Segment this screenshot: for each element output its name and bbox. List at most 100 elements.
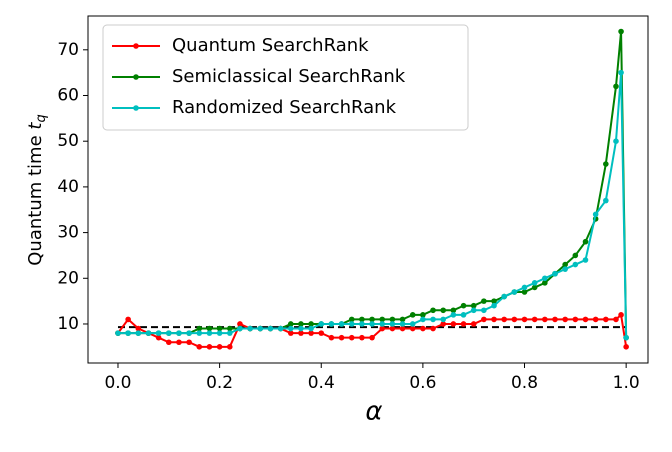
x-tick-label: 1.0 xyxy=(613,373,640,393)
series-marker xyxy=(470,321,477,327)
series-line xyxy=(117,312,628,348)
series-marker xyxy=(542,275,548,282)
series-marker xyxy=(308,321,314,327)
series-marker xyxy=(481,316,487,323)
legend-label: Randomized SearchRank xyxy=(172,97,397,118)
series-line xyxy=(117,31,628,338)
series-marker xyxy=(389,325,396,332)
series-marker xyxy=(562,266,568,272)
y-label-text: Quantum time xyxy=(25,135,46,265)
series-marker xyxy=(481,307,487,314)
series-marker xyxy=(470,302,477,309)
series-marker xyxy=(440,316,447,323)
series-marker xyxy=(379,325,386,332)
series-marker xyxy=(618,69,624,76)
series-marker xyxy=(430,325,436,332)
series-marker xyxy=(409,312,416,318)
series-marker xyxy=(399,321,406,327)
series-marker xyxy=(206,344,213,350)
series-marker xyxy=(165,339,172,346)
series-line xyxy=(117,72,628,338)
series-marker xyxy=(155,334,162,341)
series-marker xyxy=(582,316,589,323)
series-marker xyxy=(420,316,426,323)
x-tick-label: 0.2 xyxy=(206,373,233,393)
series-marker xyxy=(460,302,467,309)
series-marker xyxy=(196,325,203,332)
series-marker xyxy=(542,316,548,323)
series-marker xyxy=(287,325,294,332)
series-marker xyxy=(369,316,375,323)
series-marker xyxy=(348,321,355,327)
legend-marker xyxy=(133,43,139,49)
series-marker xyxy=(328,321,335,327)
series-marker xyxy=(206,325,213,332)
series-marker xyxy=(216,325,223,332)
series-marker xyxy=(125,330,131,336)
series-marker xyxy=(613,83,619,90)
series-marker xyxy=(521,284,528,291)
series-marker xyxy=(226,344,233,350)
series-marker xyxy=(430,316,436,323)
series-marker xyxy=(226,330,233,336)
series-marker xyxy=(369,334,375,341)
y-tick-label: 70 xyxy=(57,40,79,60)
series-marker xyxy=(359,316,365,323)
series-marker xyxy=(592,211,599,218)
series-marker xyxy=(603,316,609,323)
series-marker xyxy=(155,330,162,336)
series-marker xyxy=(420,312,426,318)
series-marker xyxy=(298,325,304,332)
y-label-var: t xyxy=(25,122,46,130)
y-tick-label: 30 xyxy=(57,223,79,243)
series-marker xyxy=(369,321,375,327)
series-marker xyxy=(125,316,131,323)
series-marker xyxy=(379,321,386,327)
series-marker xyxy=(318,321,325,327)
series-marker xyxy=(359,321,365,327)
series-marker xyxy=(420,325,426,332)
series-marker xyxy=(531,280,538,286)
series-marker xyxy=(613,316,619,323)
series-marker xyxy=(176,330,182,336)
series-marker xyxy=(308,325,314,332)
series-marker xyxy=(470,307,477,314)
x-tick-label: 0.6 xyxy=(409,373,436,393)
series-marker xyxy=(592,316,599,323)
legend-label: Quantum SearchRank xyxy=(172,35,369,56)
series-marker xyxy=(165,330,172,336)
series-marker xyxy=(216,330,223,336)
series-marker xyxy=(430,307,436,314)
series-marker xyxy=(257,325,264,332)
series-marker xyxy=(531,316,538,323)
series-marker xyxy=(582,257,589,263)
series-marker xyxy=(237,321,243,327)
series-marker xyxy=(247,325,253,332)
y-axis-label: Quantum time tq xyxy=(25,114,49,265)
series-marker xyxy=(135,325,142,332)
series-marker xyxy=(552,270,558,277)
y-tick-label: 60 xyxy=(57,86,79,106)
series-marker xyxy=(145,330,152,336)
y-label-sub: q xyxy=(34,114,49,122)
series-marker xyxy=(308,330,314,336)
series-marker xyxy=(216,344,223,350)
series-marker xyxy=(521,289,528,295)
series-marker xyxy=(409,325,416,332)
y-tick-label: 50 xyxy=(57,131,79,151)
series-marker xyxy=(491,316,497,323)
series-marker xyxy=(409,321,416,327)
series-marker xyxy=(572,252,579,259)
legend-marker xyxy=(133,74,139,80)
series-marker xyxy=(267,325,274,332)
series-marker xyxy=(623,344,629,350)
series-marker xyxy=(618,28,624,35)
series-marker xyxy=(618,312,624,318)
series-marker xyxy=(491,302,497,309)
series-marker xyxy=(460,321,467,327)
series-marker xyxy=(603,161,609,167)
series-marker xyxy=(501,316,507,323)
series-marker xyxy=(552,316,558,323)
series-marker xyxy=(521,316,528,323)
